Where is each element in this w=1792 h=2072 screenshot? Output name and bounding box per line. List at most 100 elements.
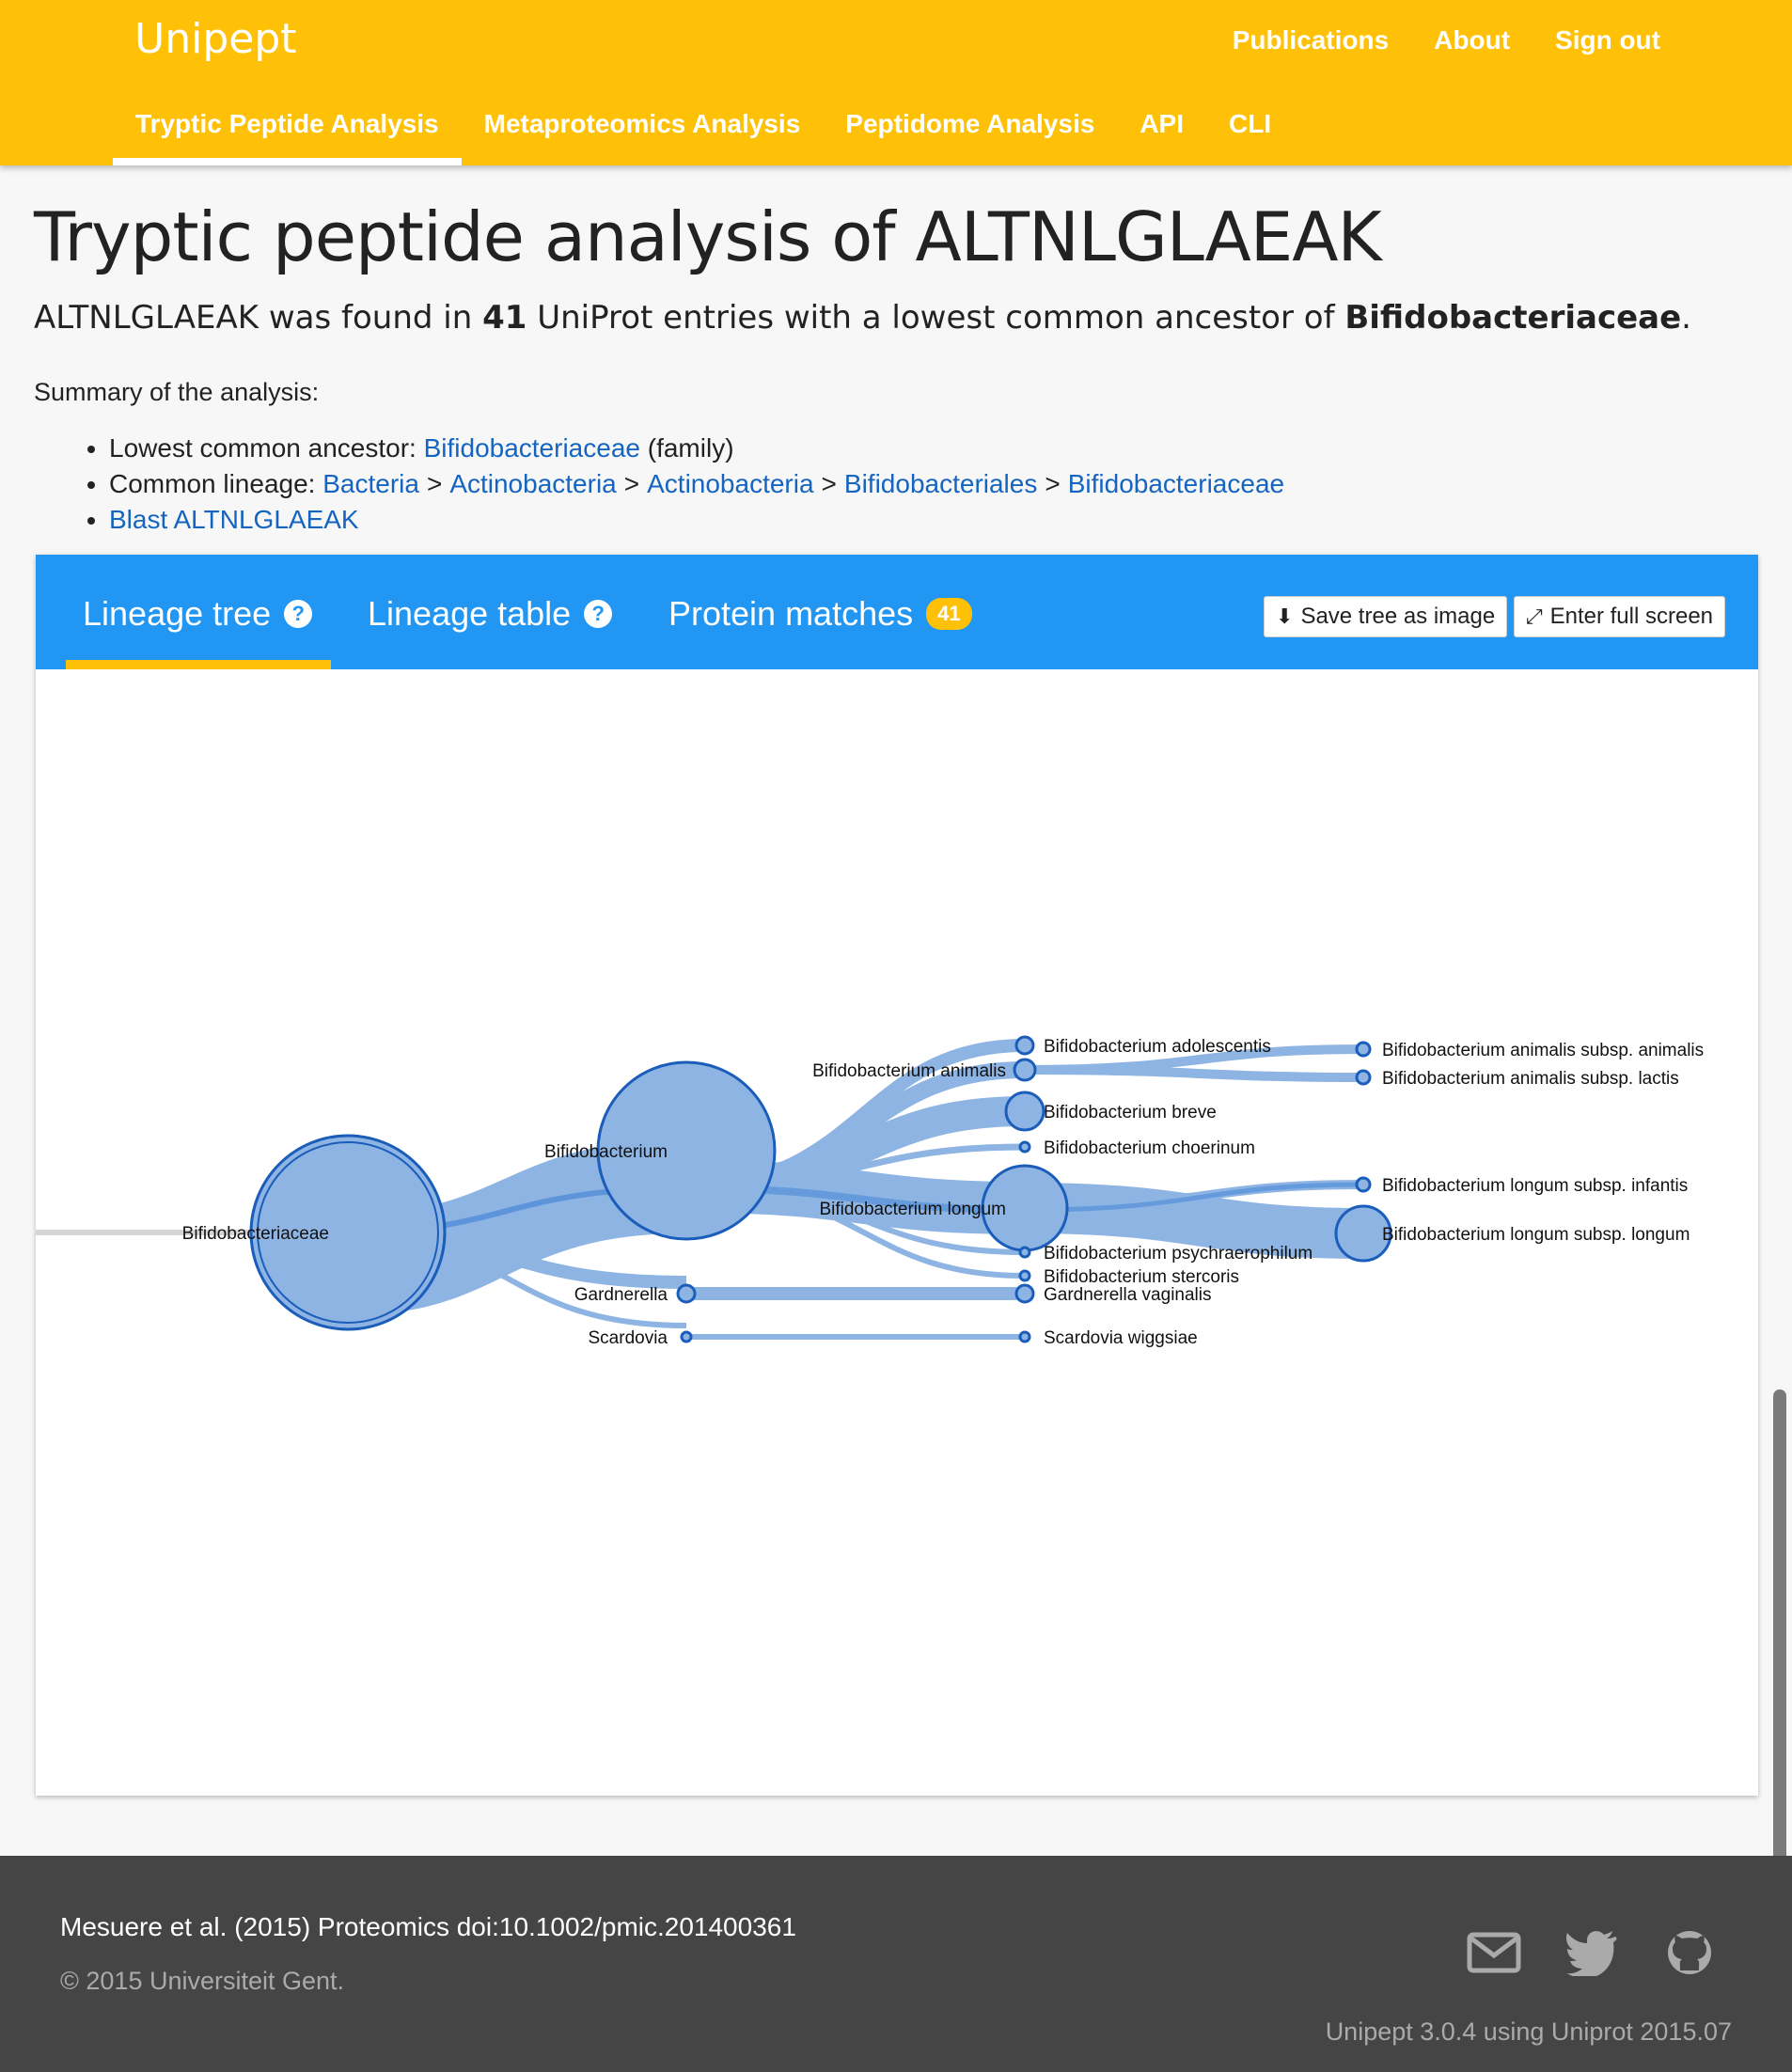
twitter-icon[interactable] xyxy=(1564,1929,1619,1979)
tab-metaproteomics-analysis[interactable]: Metaproteomics Analysis xyxy=(483,109,801,138)
citation-link[interactable]: Mesuere et al. (2015) Proteomics doi:10.… xyxy=(60,1912,796,1941)
node-bifidobacterium[interactable] xyxy=(596,1060,777,1241)
node-bifidobacterium-adolescentis[interactable] xyxy=(1014,1035,1035,1056)
tab-tryptic-peptide-analysis[interactable]: Tryptic Peptide Analysis xyxy=(113,98,462,165)
help-icon[interactable]: ? xyxy=(284,600,313,628)
label-bifidobacterium-longum: Bifidobacterium longum xyxy=(819,1200,1006,1219)
node-scardovia[interactable] xyxy=(680,1330,693,1343)
node-gardnerella[interactable] xyxy=(676,1283,697,1304)
summary-lca-item: Lowest common ancestor: Bifidobacteriace… xyxy=(109,431,1284,466)
sign-out-link[interactable]: Sign out xyxy=(1555,25,1660,55)
lineage-tree-view[interactable]: Bifidobacteriaceae Bifidobacterium Gardn… xyxy=(36,669,1758,1796)
lca-rank: (family) xyxy=(639,433,734,463)
summary-label: Summary of the analysis: xyxy=(34,378,320,406)
node-scardovia-wiggsiae[interactable] xyxy=(1018,1330,1031,1343)
brand-logo[interactable]: Unipept xyxy=(134,15,297,63)
node-longum-subsp-infantis[interactable] xyxy=(1355,1176,1372,1193)
label-gardnerella-vaginalis: Gardnerella vaginalis xyxy=(1044,1285,1212,1305)
expand-icon: ⤢ xyxy=(1526,604,1543,628)
mail-icon[interactable] xyxy=(1467,1929,1521,1976)
tab-api[interactable]: API xyxy=(1140,109,1185,138)
social-icons xyxy=(1467,1929,1717,1979)
label-longum-subsp-infantis: Bifidobacterium longum subsp. infantis xyxy=(1382,1176,1688,1196)
intro-text: was found in xyxy=(259,299,483,337)
page-footer: Mesuere et al. (2015) Proteomics doi:10.… xyxy=(0,1856,1792,2072)
label-bifidobacteriaceae: Bifidobacteriaceae xyxy=(182,1224,329,1244)
analysis-card: Lineage tree ? Lineage table ? Protein m… xyxy=(36,555,1758,1796)
node-bifidobacterium-breve[interactable] xyxy=(1004,1091,1045,1132)
node-bifidobacterium-stercoris[interactable] xyxy=(1018,1269,1031,1282)
lineage-link-actinobacteria-phylum[interactable]: Actinobacteria xyxy=(449,469,617,498)
label-scardovia: Scardovia xyxy=(589,1328,668,1348)
lineage-separator: > xyxy=(623,469,640,498)
node-ring xyxy=(257,1141,439,1324)
lineage-link-bifidobacteriales[interactable]: Bifidobacteriales xyxy=(843,469,1038,498)
tab-peptidome-analysis[interactable]: Peptidome Analysis xyxy=(845,109,1095,138)
label-animalis-subsp-animalis: Bifidobacterium animalis subsp. animalis xyxy=(1382,1041,1704,1060)
label-longum-subsp-longum: Bifidobacterium longum subsp. longum xyxy=(1382,1225,1690,1245)
app-header: Unipept Publications About Sign out Tryp… xyxy=(0,0,1792,165)
protein-count-badge: 41 xyxy=(926,598,972,630)
about-link[interactable]: About xyxy=(1434,25,1511,55)
page-title: Tryptic peptide analysis of ALTNLGLAEAK xyxy=(34,197,1382,276)
save-tree-image-label: Save tree as image xyxy=(1300,604,1496,629)
lineage-separator: > xyxy=(821,469,837,498)
intro-lca: Bifidobacteriaceae xyxy=(1344,299,1682,337)
link-longum-subsp-longum xyxy=(1024,1183,1364,1259)
version-text: Unipept 3.0.4 using Uniprot 2015.07 xyxy=(1325,2017,1732,2046)
summary-blast-item: Blast ALTNLGLAEAK xyxy=(109,502,1284,538)
label-bifidobacterium-stercoris: Bifidobacterium stercoris xyxy=(1044,1267,1239,1287)
label-bifidobacterium-psychraerophilum: Bifidobacterium psychraerophilum xyxy=(1044,1244,1313,1264)
download-icon: ⬇ xyxy=(1276,604,1294,628)
github-icon[interactable] xyxy=(1662,1929,1717,1976)
intro-peptide: ALTNLGLAEAK xyxy=(34,299,259,337)
tab-lineage-table[interactable]: Lineage table ? xyxy=(368,594,613,634)
label-bifidobacterium-breve: Bifidobacterium breve xyxy=(1044,1103,1217,1122)
lca-label: Lowest common ancestor: xyxy=(109,433,424,463)
blast-link[interactable]: Blast ALTNLGLAEAK xyxy=(109,505,359,534)
copyright-text: © 2015 Universiteit Gent. xyxy=(60,1967,345,1995)
lineage-link-actinobacteria-class[interactable]: Actinobacteria xyxy=(647,469,814,498)
tab-protein-matches[interactable]: Protein matches 41 xyxy=(668,594,972,634)
tab-lineage-tree[interactable]: Lineage tree ? xyxy=(83,594,313,634)
label-bifidobacterium: Bifidobacterium xyxy=(544,1142,668,1162)
intro-sentence: ALTNLGLAEAK was found in 41 UniProt entr… xyxy=(34,299,1691,337)
node-gardnerella-vaginalis[interactable] xyxy=(1014,1283,1035,1304)
top-navigation: Publications About Sign out xyxy=(1233,25,1660,55)
intro-text: . xyxy=(1681,299,1691,337)
node-bifidobacteriaceae[interactable] xyxy=(249,1134,447,1331)
node-longum-subsp-longum[interactable] xyxy=(1334,1204,1392,1263)
main-navigation: Tryptic Peptide Analysis Metaproteomics … xyxy=(113,98,1294,165)
summary-lineage-item: Common lineage: Bacteria>Actinobacteria>… xyxy=(109,466,1284,502)
intro-text: UniProt entries with a lowest common anc… xyxy=(527,299,1345,337)
publications-link[interactable]: Publications xyxy=(1232,25,1390,55)
lineage-separator: > xyxy=(426,469,443,498)
label-scardovia-wiggsiae: Scardovia wiggsiae xyxy=(1044,1328,1198,1348)
node-bifidobacterium-psychraerophilum[interactable] xyxy=(1018,1246,1031,1259)
help-icon[interactable]: ? xyxy=(584,600,613,628)
link-animalis-subsp-lactis xyxy=(1024,1065,1364,1082)
label-bifidobacterium-adolescentis: Bifidobacterium adolescentis xyxy=(1044,1037,1271,1057)
tab-lineage-tree-label: Lineage tree xyxy=(83,594,272,633)
lineage-link-bacteria[interactable]: Bacteria xyxy=(322,469,419,498)
node-animalis-subsp-animalis[interactable] xyxy=(1355,1041,1372,1058)
lca-link[interactable]: Bifidobacteriaceae xyxy=(423,433,640,463)
node-animalis-subsp-lactis[interactable] xyxy=(1355,1069,1372,1086)
lineage-label: Common lineage: xyxy=(109,469,323,498)
node-bifidobacterium-animalis[interactable] xyxy=(1013,1058,1037,1082)
summary-list: Lowest common ancestor: Bifidobacteriace… xyxy=(75,431,1284,538)
tab-cli[interactable]: CLI xyxy=(1229,109,1272,138)
lineage-tree-svg[interactable]: Bifidobacteriaceae Bifidobacterium Gardn… xyxy=(36,669,1758,1796)
lineage-separator: > xyxy=(1045,469,1061,498)
enter-full-screen-button[interactable]: ⤢ Enter full screen xyxy=(1514,596,1726,637)
intro-count: 41 xyxy=(482,299,527,337)
enter-full-screen-label: Enter full screen xyxy=(1549,604,1714,629)
active-tab-indicator xyxy=(66,660,331,669)
card-header: Lineage tree ? Lineage table ? Protein m… xyxy=(36,555,1758,669)
label-bifidobacterium-animalis: Bifidobacterium animalis xyxy=(812,1061,1006,1081)
lineage-link-bifidobacteriaceae[interactable]: Bifidobacteriaceae xyxy=(1067,469,1285,498)
node-bifidobacterium-choerinum[interactable] xyxy=(1018,1140,1031,1154)
tab-protein-matches-label: Protein matches xyxy=(668,594,914,633)
label-bifidobacterium-choerinum: Bifidobacterium choerinum xyxy=(1044,1138,1255,1158)
save-tree-image-button[interactable]: ⬇ Save tree as image xyxy=(1264,596,1508,637)
